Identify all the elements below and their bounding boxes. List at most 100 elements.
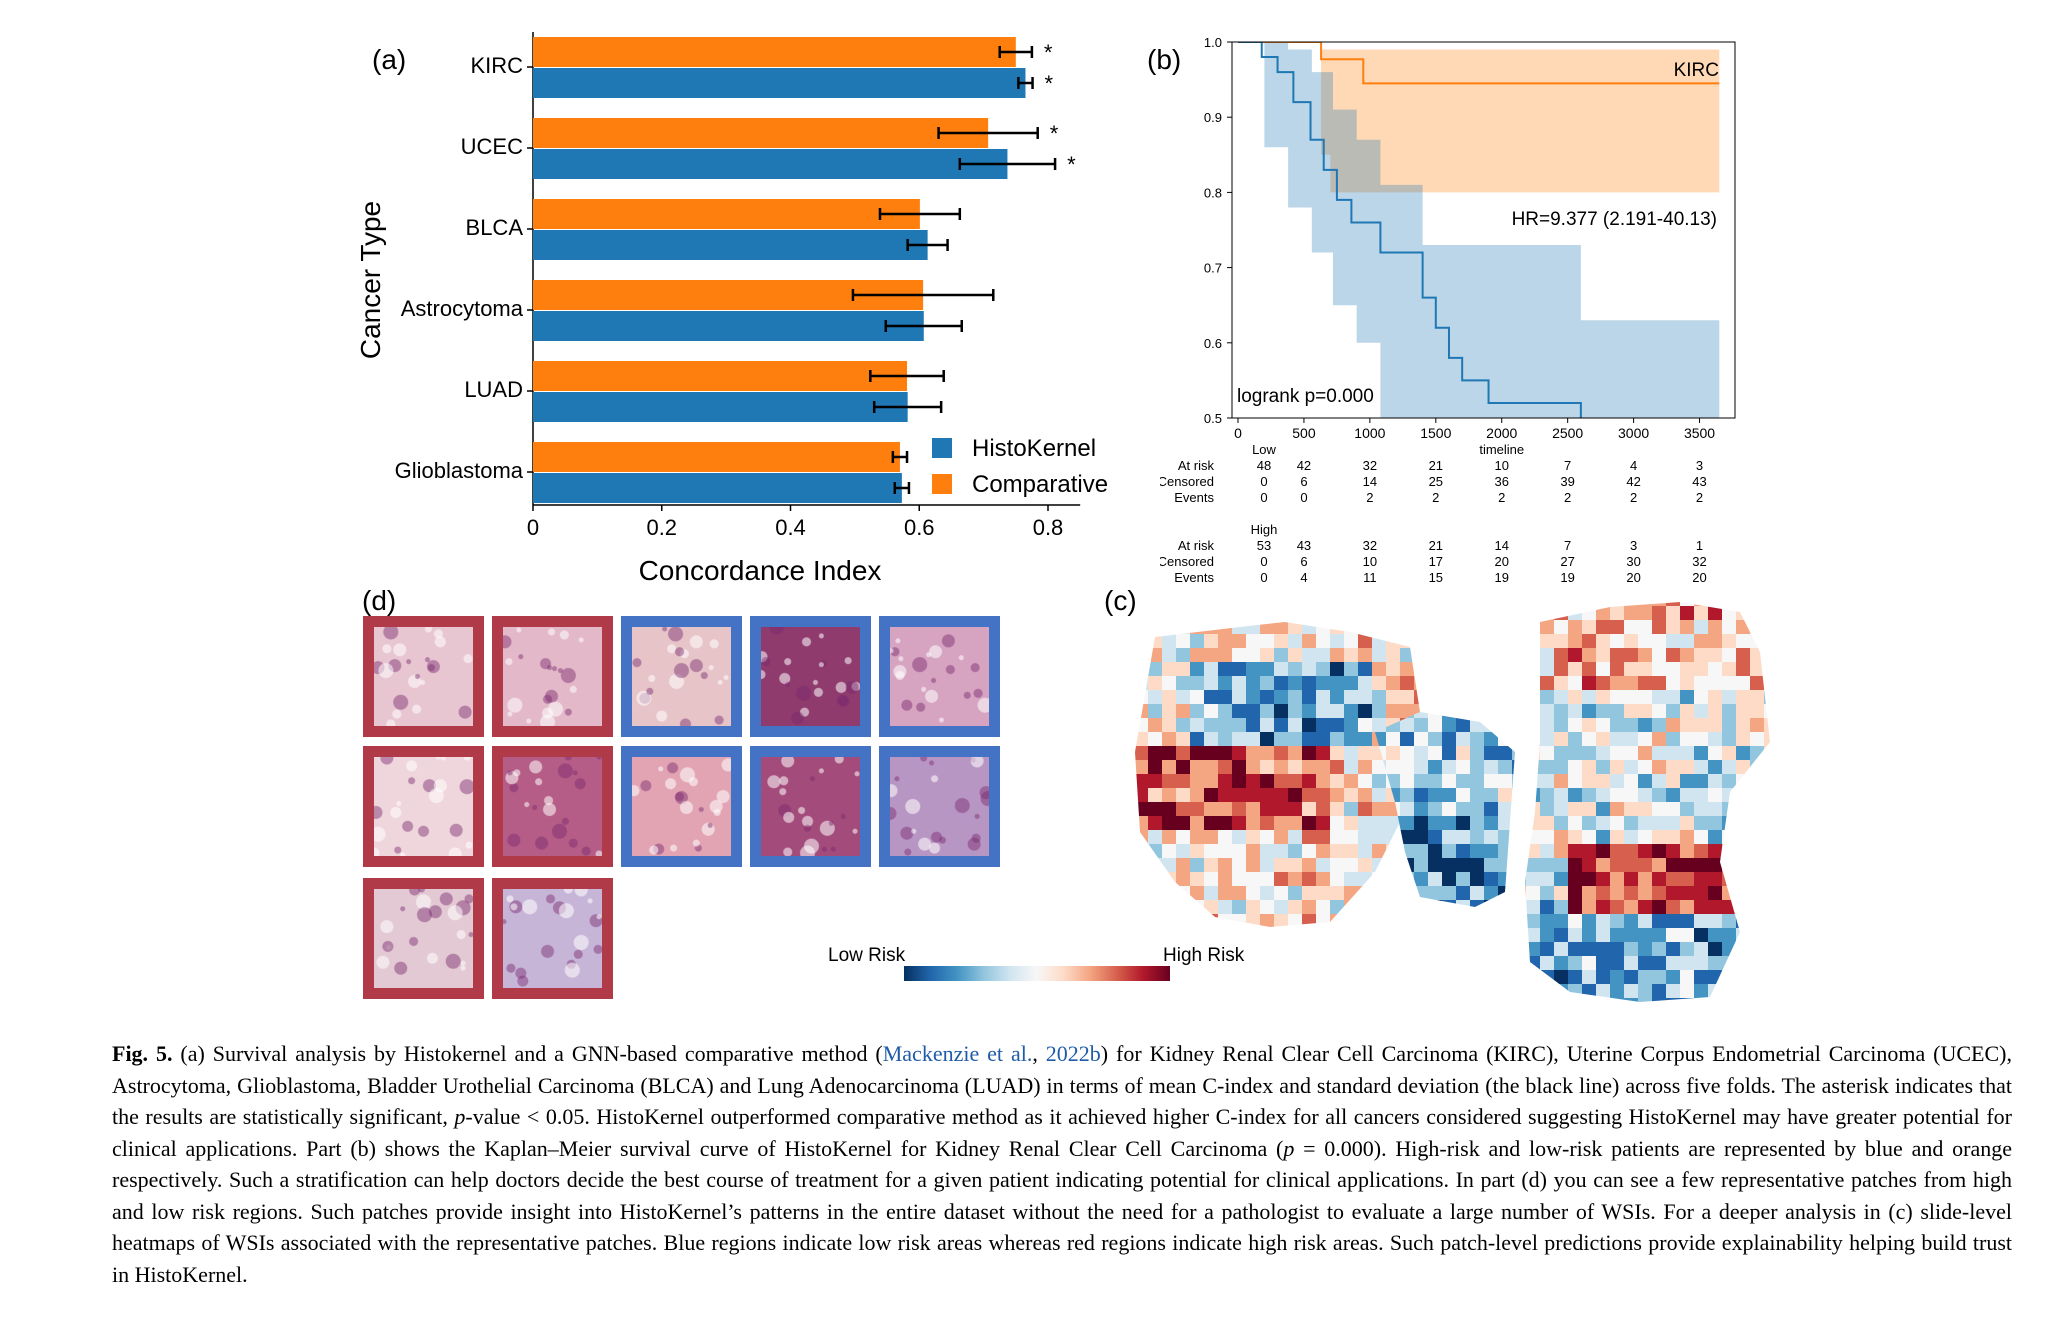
heatmap-cell (1764, 690, 1770, 704)
heatmap-cell (1176, 970, 1190, 984)
heatmap-cell (1680, 788, 1694, 802)
heatmap-cell (1596, 942, 1610, 956)
heatmap-cell (1260, 956, 1274, 970)
heatmap-cell (1316, 732, 1330, 746)
heatmap-cell (1358, 634, 1372, 648)
heatmap-cell (1274, 956, 1288, 970)
km-xtick-label: 1000 (1354, 425, 1385, 441)
heatmap-cell (1358, 844, 1372, 858)
heatmap-cell (1148, 648, 1162, 662)
heatmap-cell (1372, 970, 1386, 984)
heatmap-cell (1120, 830, 1134, 844)
heatmap-cell (1638, 914, 1652, 928)
heatmap-cell (1750, 984, 1764, 998)
heatmap-cell (1470, 984, 1484, 998)
heatmap-cell (1316, 592, 1330, 606)
heatmap-cell (1722, 998, 1736, 1012)
heatmap-cell (1638, 970, 1652, 984)
heatmap-cell (1456, 676, 1470, 690)
heatmap-cell (1708, 998, 1722, 1012)
heatmap-cell (1375, 872, 1386, 886)
heatmap-cell (1764, 970, 1770, 984)
heatmap-cell (1135, 662, 1148, 676)
heatmap-cell (1302, 746, 1316, 760)
heatmap-cell (1722, 602, 1736, 606)
heatmap-cell (1204, 676, 1218, 690)
heatmap-cell (1736, 984, 1750, 998)
heatmap-cell (1484, 886, 1498, 900)
caption-p-italic-2: p (1283, 1135, 1295, 1161)
heatmap-cell (1736, 970, 1750, 984)
heatmap-cell (1750, 956, 1764, 970)
heatmap-cell (1652, 816, 1666, 830)
heatmap-cell (1218, 872, 1232, 886)
heatmap-cell (1498, 634, 1512, 648)
heatmap-cell (1470, 592, 1484, 606)
heatmap-cell (1624, 746, 1638, 760)
heatmap-cell (1736, 858, 1750, 872)
heatmap-cell (1120, 704, 1134, 718)
heatmap-cell (1526, 662, 1540, 676)
heatmap-cell (1260, 942, 1274, 956)
heatmap-cell (1694, 634, 1708, 648)
heatmap-cell (1498, 606, 1512, 620)
heatmap-cell (1176, 914, 1190, 927)
heatmap-cell (1344, 830, 1358, 844)
heatmap-cell (1694, 746, 1708, 760)
heatmap-cell (1442, 970, 1456, 984)
heatmap-cell (1456, 606, 1470, 620)
heatmap-cell (1414, 676, 1420, 690)
heatmap-cell (1736, 956, 1750, 970)
heatmap-cell (1442, 676, 1456, 690)
heatmap-cell (1316, 788, 1330, 802)
heatmap-cell (1372, 592, 1386, 606)
heatmap-cell (1288, 970, 1302, 984)
heatmap-cell (1414, 928, 1428, 942)
heatmap-cell (1525, 732, 1526, 746)
caption-ref-author[interactable]: Mackenzie et al. (882, 1041, 1033, 1066)
heatmap-cell (1540, 606, 1554, 620)
heatmap-cell (1428, 760, 1442, 774)
heatmap-cell (1288, 942, 1302, 956)
heatmap-cell (1218, 984, 1232, 998)
heatmap-cell (1358, 592, 1372, 606)
heatmap-cell (1288, 606, 1302, 620)
heatmap-cell (1764, 802, 1770, 816)
heatmap-cell (1218, 676, 1232, 690)
heatmap-cell (1344, 788, 1358, 802)
heatmap-cell (1134, 984, 1148, 998)
heatmap-cell (1386, 928, 1400, 942)
heatmap-cell (1330, 998, 1344, 1012)
heatmap-cell (1162, 844, 1176, 858)
caption-ref-year[interactable]: 2022b (1045, 1041, 1101, 1066)
heatmap-cell (1442, 830, 1456, 844)
heatmap-cell (1498, 872, 1512, 886)
heatmap-cell (1470, 592, 1484, 606)
heatmap-cell (1456, 956, 1470, 970)
heatmap-cell (1302, 942, 1316, 956)
risk-cell: 19 (1495, 570, 1509, 585)
tissue-patch-high-risk (492, 878, 613, 999)
heatmap-cell (1120, 872, 1134, 886)
heatmap-cell (1498, 886, 1512, 900)
heatmap-cell (1764, 872, 1770, 886)
heatmap-cell (1288, 830, 1302, 844)
heatmap-cell (1624, 704, 1638, 718)
heatmap-cell (1750, 928, 1764, 942)
heatmap-cell (1260, 844, 1274, 858)
heatmap-cell (1470, 998, 1484, 1012)
heatmap-cell (1498, 984, 1512, 998)
heatmap-cell (1484, 620, 1498, 634)
heatmap-cell (1162, 662, 1176, 676)
heatmap-cell (1764, 662, 1770, 676)
heatmap-cell (1554, 704, 1568, 718)
heatmap-cell (1526, 942, 1540, 956)
heatmap-cell (1554, 592, 1568, 606)
heatmap-cell (1694, 788, 1708, 802)
heatmap-cell (1134, 928, 1148, 942)
heatmap-cell (1190, 746, 1204, 760)
heatmap-cell (1386, 622, 1400, 634)
heatmap-cell (1288, 984, 1302, 998)
heatmap-cell (1540, 704, 1554, 718)
heatmap-cell (1344, 690, 1358, 704)
